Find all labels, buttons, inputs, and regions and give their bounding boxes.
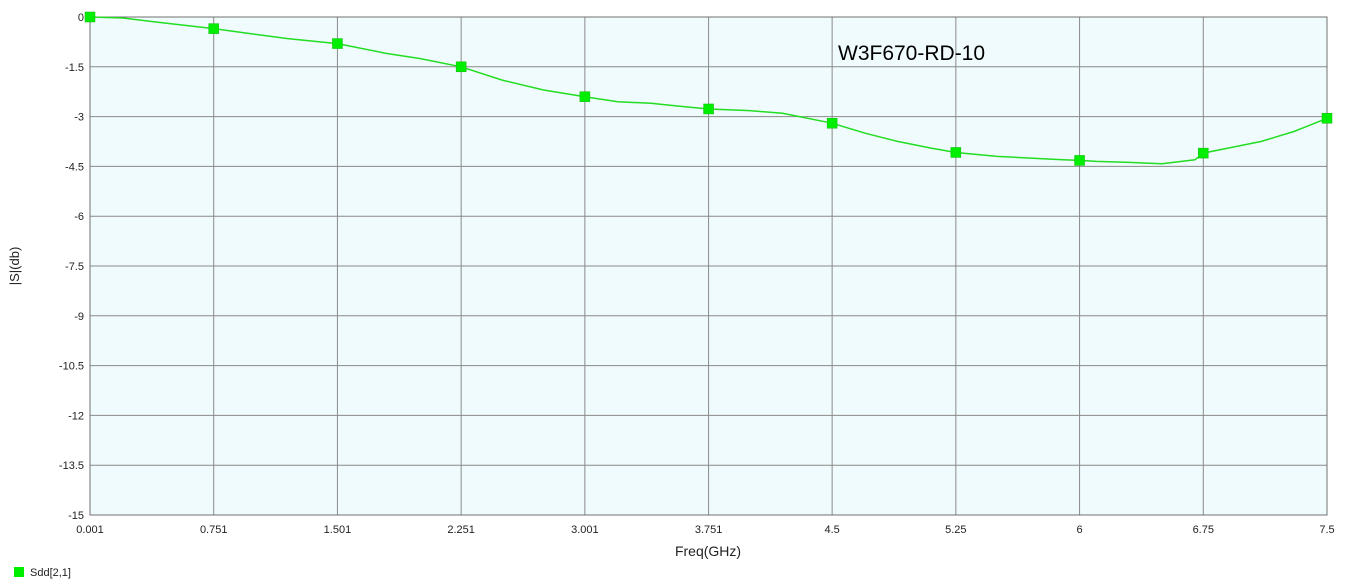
series-marker (332, 38, 343, 49)
series-marker (950, 147, 962, 158)
series-marker (84, 11, 96, 23)
series-marker (703, 103, 714, 115)
x-tick-label: 0.001 (76, 524, 104, 536)
x-tick-label: 1.501 (324, 524, 352, 536)
y-tick-label: -6 (74, 211, 84, 223)
y-tick-label: -1.5 (65, 62, 84, 74)
y-tick-label: -12 (68, 410, 84, 422)
x-tick-label: 7.5 (1319, 524, 1334, 536)
x-tick-label: 2.251 (447, 524, 475, 536)
grid-lines (89, 16, 1328, 516)
y-tick-label: -15 (68, 510, 84, 522)
x-tick-label: 3.751 (695, 524, 723, 536)
series-marker (826, 117, 838, 129)
x-tick-label: 5.25 (945, 524, 966, 536)
series-marker (1321, 113, 1333, 124)
x-axis-label: Freq(GHz) (675, 543, 741, 559)
tick-labels: 0 -1.5 -3 -4.5 -6 -7.5 -9 -10.5 -12 -13.5 -15 0.001… (59, 12, 1335, 536)
legend-label: Sdd[2,1] (30, 567, 71, 579)
y-tick-label: -7.5 (65, 261, 84, 273)
plot-border (89, 16, 1328, 516)
y-tick-label: 0 (78, 12, 84, 24)
x-tick-label: 6 (1077, 524, 1083, 536)
x-tick-label: 0.751 (200, 524, 228, 536)
series-layer (84, 11, 1333, 166)
x-tick-label: 3.001 (571, 524, 599, 536)
y-tick-label: -9 (74, 311, 84, 323)
series-marker (1198, 147, 1209, 159)
x-tick-label: 4.5 (824, 524, 839, 536)
series-marker (579, 91, 591, 102)
series-marker (208, 23, 219, 34)
y-tick-label: -4.5 (65, 161, 84, 173)
series-marker (1074, 155, 1085, 166)
y-tick-label: -13.5 (59, 460, 84, 472)
legend[interactable]: Sdd[2,1] (14, 567, 71, 579)
legend-swatch (14, 567, 24, 577)
y-tick-label: -10.5 (59, 361, 84, 373)
y-tick-label: -3 (74, 112, 84, 124)
x-tick-label: 6.75 (1193, 524, 1214, 536)
series-marker (455, 61, 467, 73)
chart-annotation: W3F670-RD-10 (838, 42, 985, 65)
y-axis-label: |S|(db) (7, 247, 22, 286)
